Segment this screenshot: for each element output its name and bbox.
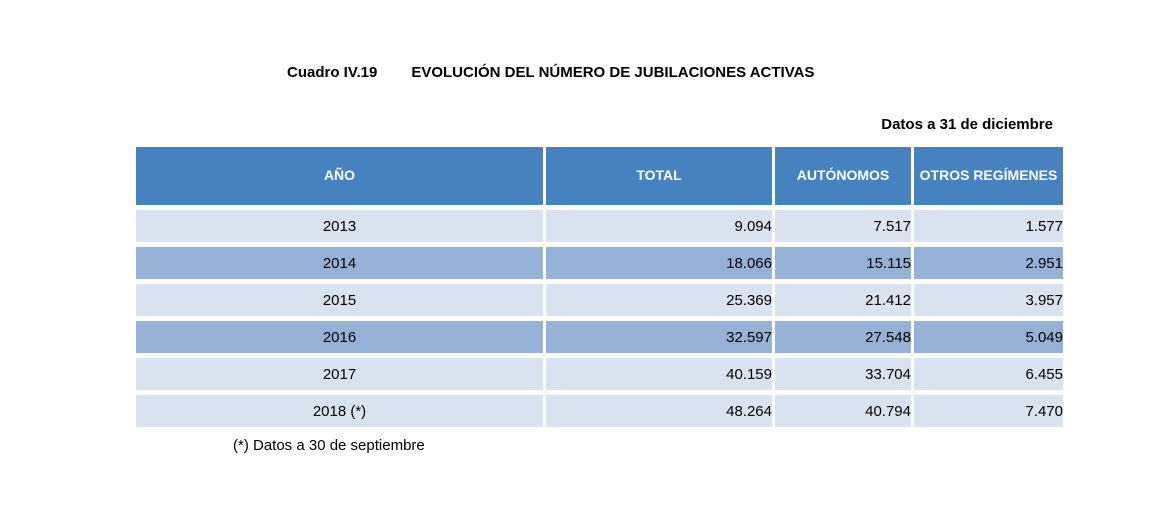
cell-otros: 2.951: [914, 247, 1063, 279]
cell-total: 32.597: [546, 321, 772, 353]
table-row: 2017 40.159 33.704 6.455: [136, 358, 1063, 390]
jubilaciones-activas-table: AÑO TOTAL AUTÓNOMOS OTROS REGÍMENES 2013…: [133, 142, 1066, 432]
table-row: 2015 25.369 21.412 3.957: [136, 284, 1063, 316]
cell-year: 2017: [136, 358, 543, 390]
cell-year: 2018 (*): [136, 395, 543, 427]
cell-total: 25.369: [546, 284, 772, 316]
column-header-otros-regimenes: OTROS REGÍMENES: [914, 147, 1063, 205]
column-header-autonomos: AUTÓNOMOS: [775, 147, 911, 205]
column-header-total: TOTAL: [546, 147, 772, 205]
cell-otros: 1.577: [914, 210, 1063, 242]
cell-autonomos: 33.704: [775, 358, 911, 390]
table-row: 2018 (*) 48.264 40.794 7.470: [136, 395, 1063, 427]
cell-autonomos: 27.548: [775, 321, 911, 353]
cell-year: 2013: [136, 210, 543, 242]
column-header-ano: AÑO: [136, 147, 543, 205]
cell-year: 2014: [136, 247, 543, 279]
cell-total: 18.066: [546, 247, 772, 279]
page-title: EVOLUCIÓN DEL NÚMERO DE JUBILACIONES ACT…: [411, 64, 815, 81]
cell-otros: 5.049: [914, 321, 1063, 353]
data-reference-note: Datos a 31 de diciembre: [881, 116, 1053, 133]
table-row: 2014 18.066 15.115 2.951: [136, 247, 1063, 279]
cell-autonomos: 7.517: [775, 210, 911, 242]
cell-total: 9.094: [546, 210, 772, 242]
cell-otros: 3.957: [914, 284, 1063, 316]
table-row: 2013 9.094 7.517 1.577: [136, 210, 1063, 242]
cell-year: 2016: [136, 321, 543, 353]
cell-otros: 6.455: [914, 358, 1063, 390]
table-row: 2016 32.597 27.548 5.049: [136, 321, 1063, 353]
cell-total: 40.159: [546, 358, 772, 390]
cell-autonomos: 40.794: [775, 395, 911, 427]
cell-otros: 7.470: [914, 395, 1063, 427]
cell-year: 2015: [136, 284, 543, 316]
cell-autonomos: 21.412: [775, 284, 911, 316]
footnote: (*) Datos a 30 de septiembre: [233, 437, 425, 454]
table-header-row: AÑO TOTAL AUTÓNOMOS OTROS REGÍMENES: [136, 147, 1063, 205]
cell-total: 48.264: [546, 395, 772, 427]
table-caption-label: Cuadro IV.19: [287, 64, 378, 81]
table-caption: Cuadro IV.19 EVOLUCIÓN DEL NÚMERO DE JUB…: [287, 64, 814, 81]
cell-autonomos: 15.115: [775, 247, 911, 279]
